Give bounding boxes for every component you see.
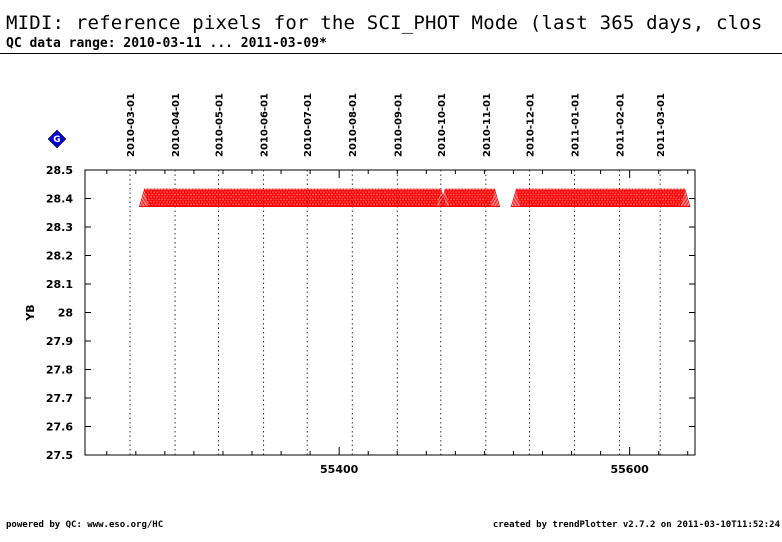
x-tick-label: 55400 [320,463,359,476]
y-tick-label: 28.5 [46,164,73,177]
date-gridlines [129,170,661,455]
y-tick-label: 28.1 [46,278,73,291]
y-tick-label: 27.9 [46,335,73,348]
date-tick-label: 2010-04-01 [171,93,182,157]
y-tick-label: 28.3 [46,221,73,234]
info-badge-label: G [53,135,60,145]
date-tick-label: 2010-11-01 [482,93,493,157]
y-axis-ticks: 27.5 27.6 27.7 27.8 27.9 28 28.1 28.2 28.3 28.4 28… [46,164,695,462]
y-tick-label: 27.8 [46,364,73,377]
info-badge-icon[interactable]: G [47,129,67,149]
date-tick-label: 2010-03-01 [126,93,137,157]
plot-frame [84,169,696,456]
y-tick-label: 28.2 [46,250,73,263]
y-tick-label: 28.4 [46,193,73,206]
date-tick-label: 2010-09-01 [393,93,404,157]
y-axis-label: YB [24,304,37,321]
x-tick-label: 55600 [611,463,650,476]
data-point [679,187,691,207]
date-tick-label: 2011-01-01 [570,93,581,157]
date-tick-labels: 2010-03-01 2010-04-01 2010-05-01 2010-06-01… [126,93,667,157]
page-subtitle: QC data range: 2010-03-11 ... 2011-03-09… [6,36,327,51]
y-tick-label: 28 [58,307,73,320]
date-tick-label: 2011-03-01 [656,93,667,157]
title-divider [0,53,782,54]
y-tick-label: 27.7 [46,392,73,405]
x-axis-ticks: 55400 55600 [106,170,689,476]
date-tick-label: 2010-10-01 [437,93,448,157]
date-tick-label: 2010-06-01 [260,93,271,157]
y-tick-label: 27.6 [46,421,73,434]
date-tick-label: 2010-08-01 [348,93,359,157]
page-title: MIDI: reference pixels for the SCI_PHOT … [6,12,763,34]
date-tick-label: 2010-12-01 [525,93,536,157]
data-point [488,187,501,207]
date-tick-label: 2010-07-01 [303,93,314,157]
date-tick-label: 2010-05-01 [215,93,226,157]
data-points [138,187,691,207]
date-tick-label: 2011-02-01 [615,93,626,157]
footer-powered-by: powered by QC: www.eso.org/HC [6,520,164,530]
y-tick-label: 27.5 [46,449,73,462]
footer-created-by: created by trendPlotter v2.7.2 on 2011-0… [492,520,780,530]
